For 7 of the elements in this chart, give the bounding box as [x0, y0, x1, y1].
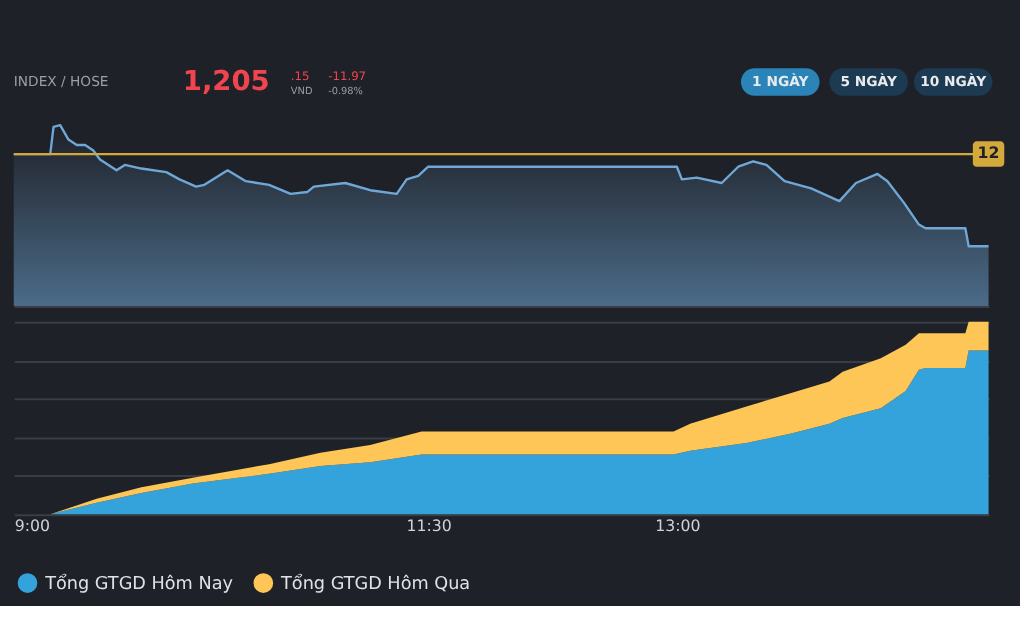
annotation: 12	[977, 144, 1000, 162]
x-tick-label: 13:00	[655, 516, 701, 535]
legend-label: Tổng GTGD Hôm Qua	[279, 572, 471, 595]
legend-label: Tổng GTGD Hôm Nay	[43, 572, 233, 595]
text: 1,205	[182, 65, 270, 98]
x-tick-label: 11:30	[406, 516, 452, 535]
x-tick-label: 9:00	[14, 516, 51, 535]
